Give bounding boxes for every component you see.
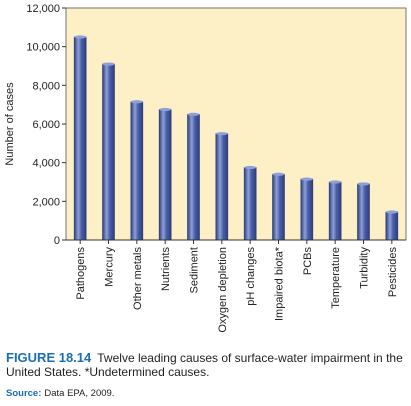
source-text: Data EPA, 2009. [44,388,115,399]
bar-cap [187,112,200,116]
y-tick-label: 6,000 [32,119,60,131]
x-tick-label: Pathogens [75,247,87,300]
bar-cap [329,180,342,184]
category-labels: Pathogens Mercury Other metals Nutrients Sed… [75,240,399,333]
bar-temperature [328,181,342,241]
x-tick-label: Other metals [132,247,144,310]
bar-pesticides [385,211,399,241]
source-label: Source: [6,388,42,399]
x-tick-label: Pesticides [387,247,399,298]
bar-cap [159,107,172,112]
bar-oxygen-depletion [215,133,229,241]
y-tick-label: 0 [54,235,60,247]
figure-caption: FIGURE 18.14 Twelve leading causes of sur… [6,350,406,380]
bar-cap [102,62,115,66]
bar-chart: 0 2,000 4,000 6,000 8,000 10,000 12,000 Pathog… [4,3,407,333]
bar-other-metals [130,101,144,241]
y-tick-label: 12,000 [26,3,60,15]
bar-pcbs [300,178,314,241]
figure-id: FIGURE 18.14 [6,350,92,365]
figure-source: Source: Data EPA, 2009. [6,388,114,399]
y-tick-label: 2,000 [32,196,60,208]
bar-mercury [102,63,115,241]
bars [73,35,399,241]
bar-pathogens [73,36,87,241]
bar-cap [215,132,228,136]
y-axis-ticks: 0 2,000 4,000 6,000 8,000 10,000 12,000 [26,3,66,247]
caption-text: Twelve leading causes of surface-water i… [6,351,403,379]
x-tick-label: PCBs [302,247,314,276]
x-tick-label: Temperature [330,247,342,309]
x-tick-label: Sediment [189,247,201,293]
y-tick-label: 8,000 [32,80,60,92]
bar-sediment [187,114,200,241]
bar-cap [244,165,257,170]
bar-cap [74,35,87,39]
bar-cap [300,177,313,181]
x-tick-label: pH changes [245,247,257,306]
plot-area [65,7,407,241]
y-tick-label: 10,000 [26,42,60,54]
x-tick-label: Turbidity [359,247,371,289]
bar-cap [272,172,285,176]
y-axis-label: Number of cases [4,82,16,166]
x-tick-label: Impaired biota* [274,246,286,321]
x-tick-label: Nutrients [160,247,172,292]
bar-cap [130,100,143,104]
y-tick-label: 4,000 [32,158,60,170]
bar-cap [357,182,370,186]
x-tick-label: Oxygen depletion [217,247,229,333]
bar-impaired-biota [272,173,285,241]
x-tick-label: Mercury [104,247,116,287]
bar-cap [385,210,398,214]
bar-nutrients [158,109,172,241]
bar-ph-changes [243,167,257,241]
bar-turbidity [357,183,370,241]
